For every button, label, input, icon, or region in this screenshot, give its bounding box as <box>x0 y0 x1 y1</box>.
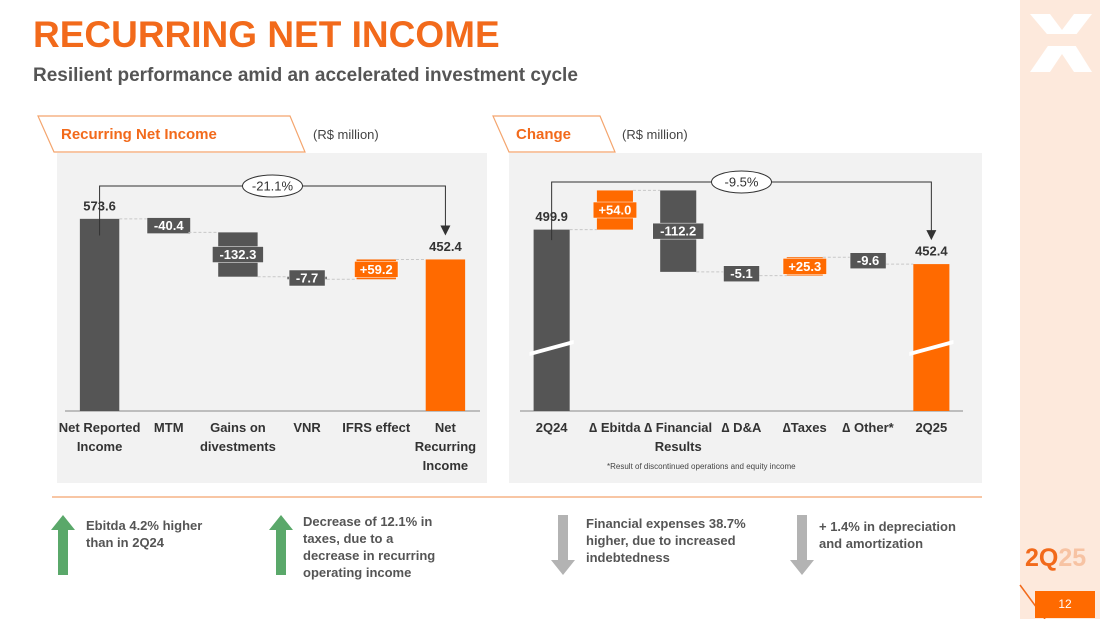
panel <box>509 153 982 483</box>
arrow-up <box>269 515 293 575</box>
value-label: -112.2 <box>660 224 696 239</box>
value-label: -9.6 <box>857 253 879 268</box>
x-tick-label: MTM <box>153 420 184 435</box>
note: Financial expenses 38.7% higher, due to … <box>586 516 746 565</box>
note: Ebitda 4.2% higher than in 2Q24 <box>86 518 203 550</box>
panel-title: Change <box>516 126 572 143</box>
value-label: 452.4 <box>915 244 948 259</box>
value-label: +54.0 <box>598 202 631 217</box>
tab-shape <box>37 115 306 153</box>
x-tick-label: 2Q24 <box>535 420 568 435</box>
label-bg <box>288 269 326 287</box>
x-tick-label: ∆ Financial Results <box>644 420 713 454</box>
note: + 1.4% in depreciation and amortization <box>819 519 956 551</box>
x-tick-label: Gains on divestments <box>199 420 276 454</box>
value-label: -5.1 <box>730 266 752 281</box>
label-bg <box>212 246 264 263</box>
badge-main: 2Q <box>1025 544 1059 572</box>
x-tick-label: Net Recurring Income <box>414 420 477 473</box>
arrow-up <box>51 515 75 575</box>
annotation: -9.5% <box>725 174 759 189</box>
value-label: -7.7 <box>296 270 318 285</box>
label-bg <box>354 261 399 278</box>
panel-title: Recurring Net Income <box>61 126 217 143</box>
x-tick-label: ∆ D&A <box>721 420 762 435</box>
logo <box>1030 14 1092 72</box>
unit-label: (R$ million) <box>313 127 379 142</box>
annotation: -21.1% <box>252 178 294 193</box>
x-tick-label: ∆ Ebitda <box>589 420 641 435</box>
bar <box>913 264 950 411</box>
value-label: +59.2 <box>360 262 393 277</box>
subtitle: Resilient performance amid an accelerate… <box>33 65 578 86</box>
value-label: -40.4 <box>154 218 184 233</box>
badge: 2Q25 <box>1025 544 1086 573</box>
bar <box>533 229 570 411</box>
arrow-down <box>790 515 814 575</box>
label-bg <box>146 217 191 234</box>
x-tick-label: 2Q25 <box>915 420 948 435</box>
annotation-bubble <box>242 174 303 198</box>
x-tick-label: ∆Taxes <box>782 420 827 435</box>
label-bg <box>782 258 827 275</box>
label-bg <box>592 201 637 219</box>
annotation-arrow <box>440 225 451 236</box>
note: Decrease of 12.1% in taxes, due to a dec… <box>303 514 436 580</box>
x-tick-label: VNR <box>293 420 321 435</box>
annotation-bubble <box>711 170 772 194</box>
side-strip <box>1020 0 1100 619</box>
footnote: *Result of discontinued operations and e… <box>607 462 796 471</box>
x-tick-label: ∆ Other* <box>842 420 894 435</box>
arrow-down <box>551 515 575 575</box>
value-label: 452.4 <box>429 239 462 254</box>
x-tick-label: IFRS effect <box>342 420 411 435</box>
value-label: -132.3 <box>219 247 256 262</box>
label-bg <box>652 222 704 240</box>
page-box <box>1035 591 1095 618</box>
badge-sub: 25 <box>1058 544 1087 572</box>
label-bg <box>723 265 760 282</box>
label-bg <box>849 252 887 269</box>
x-tick-label: Net Reported Income <box>58 420 141 454</box>
panel <box>57 153 487 483</box>
tab-shape <box>492 115 616 153</box>
bar <box>425 259 466 411</box>
axis-break <box>529 340 574 356</box>
bar <box>79 218 120 411</box>
page-number: 12 <box>1058 597 1072 611</box>
title: RECURRING NET INCOME <box>33 14 500 55</box>
unit-label: (R$ million) <box>622 127 688 142</box>
axis-break <box>909 340 954 356</box>
value-label: +25.3 <box>788 259 821 274</box>
annotation-arrow <box>926 230 937 241</box>
